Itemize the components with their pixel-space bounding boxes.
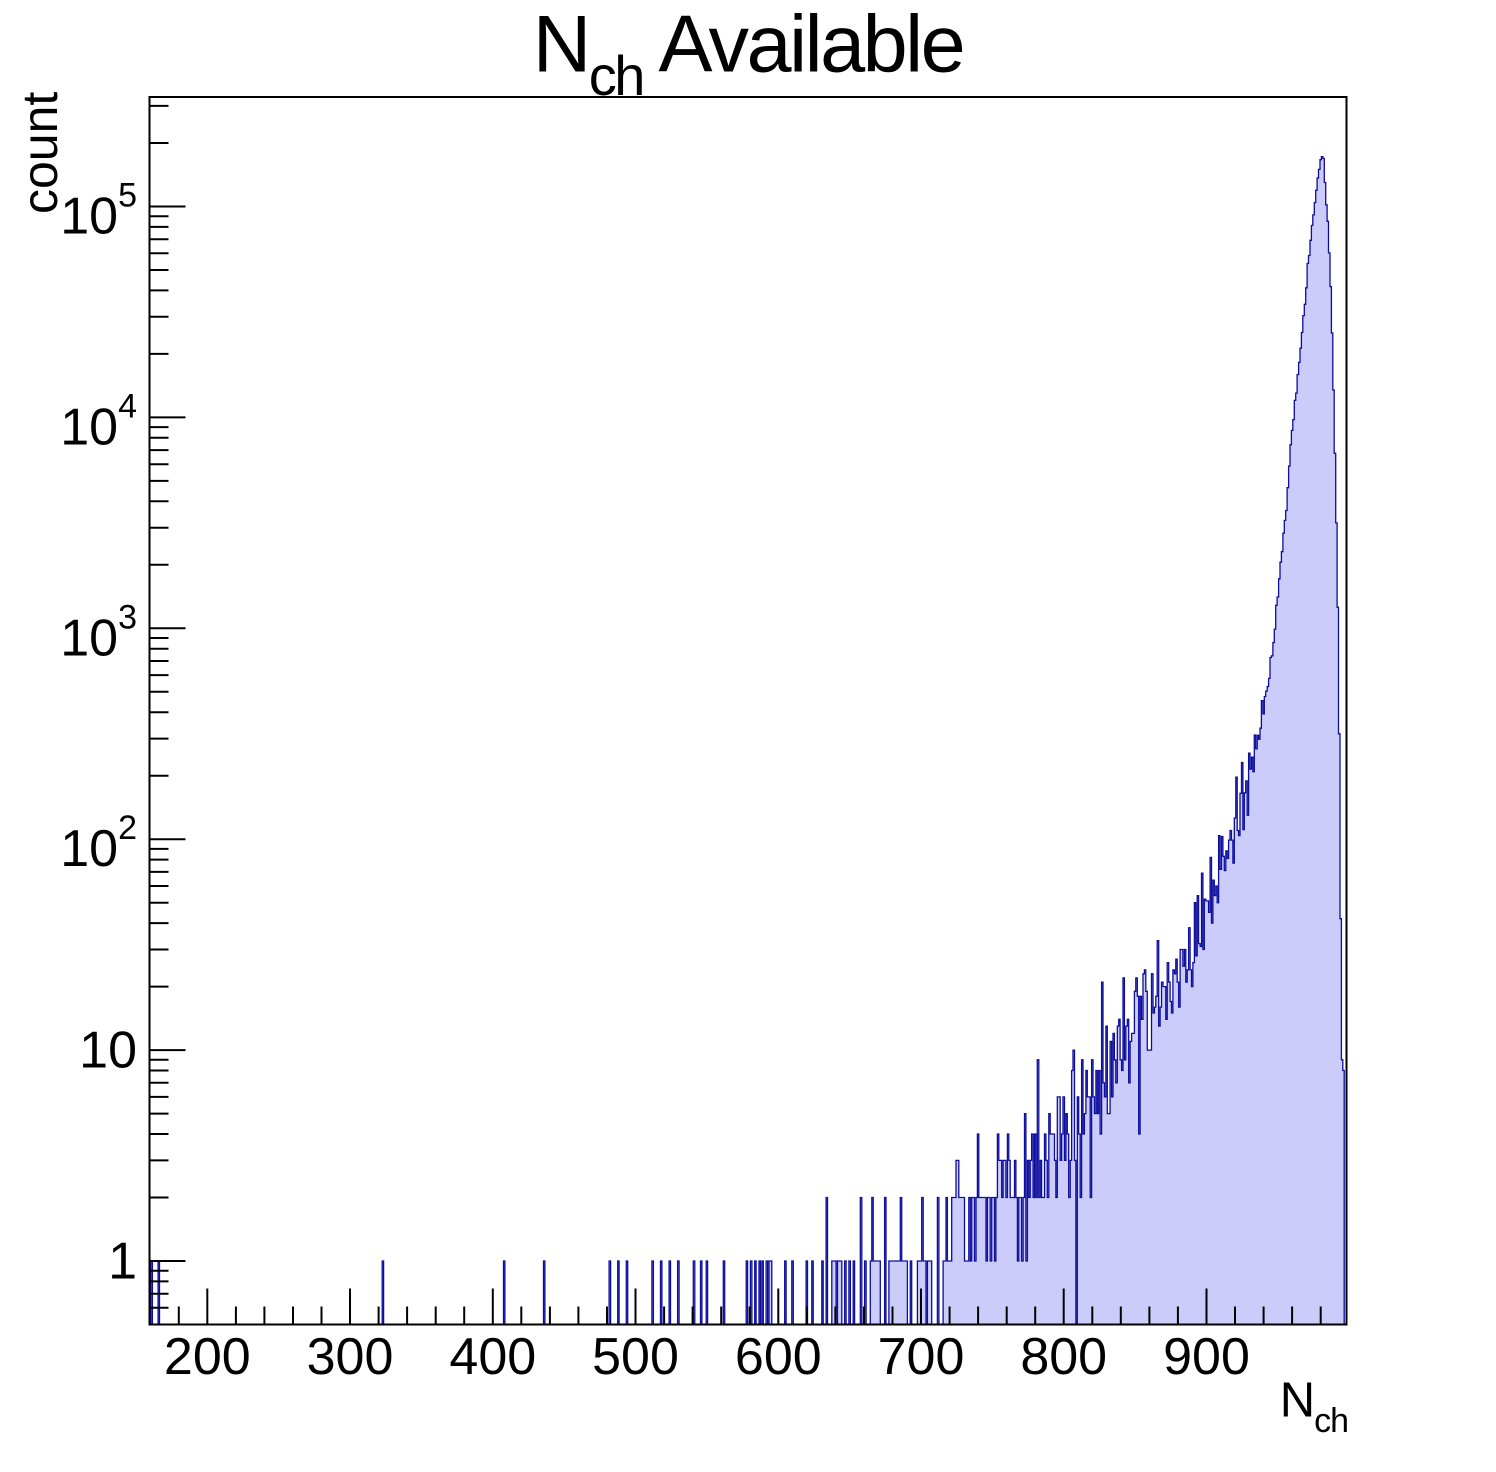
svg-text:900: 900 (1163, 1328, 1250, 1386)
svg-text:600: 600 (735, 1328, 822, 1386)
svg-text:400: 400 (449, 1328, 536, 1386)
svg-text:800: 800 (1020, 1328, 1107, 1386)
svg-text:count: count (12, 92, 68, 214)
svg-text:10: 10 (79, 1022, 137, 1080)
svg-text:500: 500 (592, 1328, 679, 1386)
svg-text:1: 1 (108, 1233, 137, 1291)
svg-text:200: 200 (164, 1328, 251, 1386)
svg-text:105: 105 (60, 177, 137, 246)
svg-text:700: 700 (878, 1328, 965, 1386)
svg-text:300: 300 (307, 1328, 394, 1386)
